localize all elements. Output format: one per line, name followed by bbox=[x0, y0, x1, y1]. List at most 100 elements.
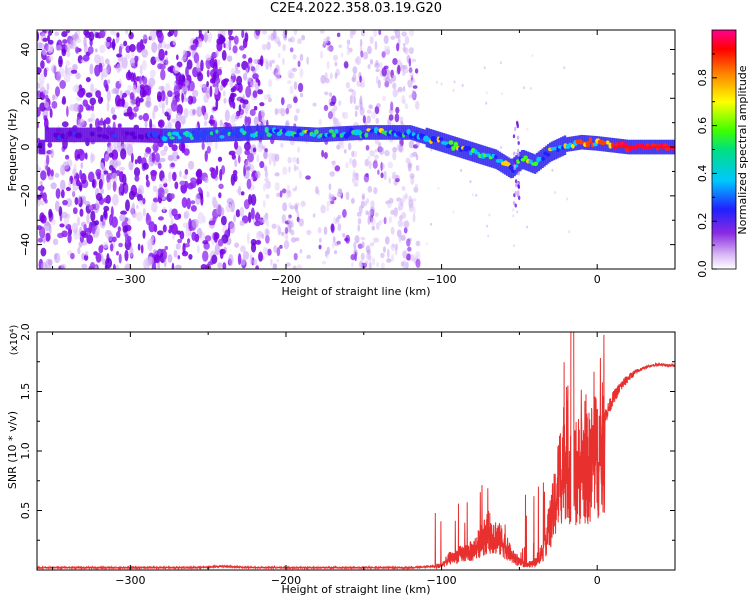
noise-blob bbox=[112, 193, 119, 206]
noise-blob bbox=[369, 150, 375, 157]
noise-blob bbox=[239, 45, 245, 51]
noise-blob bbox=[255, 239, 262, 245]
noise-blob bbox=[172, 38, 176, 46]
noise-blob bbox=[268, 158, 272, 165]
noise-blob bbox=[259, 102, 265, 107]
noise-blob bbox=[59, 164, 66, 176]
noise-blob bbox=[296, 157, 300, 165]
noise-blob bbox=[45, 30, 49, 34]
noise-blob bbox=[130, 205, 135, 216]
noise-blob bbox=[119, 183, 123, 193]
noise-blob bbox=[129, 57, 136, 67]
noise-blob bbox=[270, 258, 273, 266]
ridge-core bbox=[438, 137, 444, 141]
noise-blob bbox=[329, 171, 336, 177]
noise-blob bbox=[374, 148, 378, 153]
noise-blob bbox=[152, 249, 157, 255]
noise-blob bbox=[221, 50, 227, 61]
noise-blob bbox=[382, 163, 385, 170]
noise-blob bbox=[146, 94, 151, 106]
noise-blob bbox=[142, 197, 146, 205]
noise-blob bbox=[276, 192, 281, 198]
noise-blob bbox=[65, 30, 71, 34]
noise-blob bbox=[90, 83, 95, 94]
noise-blob bbox=[290, 237, 297, 243]
noise-blob bbox=[329, 194, 335, 201]
noise-blob bbox=[374, 154, 380, 159]
ridge-halo bbox=[317, 127, 320, 143]
noise-blob bbox=[291, 67, 298, 72]
ridge-halo bbox=[207, 127, 210, 143]
snr-panel: −300 −200 −100 0 0.5 1.0 1.5 2.0 Height of str… bbox=[6, 323, 676, 596]
spectrogram-noise bbox=[37, 30, 571, 269]
noise-blob bbox=[181, 92, 184, 103]
noise-blob bbox=[192, 89, 199, 98]
noise-blob bbox=[486, 224, 489, 228]
noise-blob bbox=[202, 215, 206, 224]
noise-blob bbox=[287, 80, 292, 85]
noise-blob bbox=[327, 111, 333, 120]
noise-blob bbox=[175, 96, 180, 103]
noise-blob bbox=[229, 114, 236, 124]
ridge-halo bbox=[571, 136, 574, 151]
noise-blob bbox=[325, 78, 330, 84]
noise-blob bbox=[385, 76, 391, 84]
ridge-halo bbox=[63, 127, 66, 143]
colorbar-ticks: 0.0 0.2 0.4 0.6 0.8 bbox=[696, 53, 717, 278]
noise-blob bbox=[485, 91, 488, 95]
noise-blob bbox=[175, 243, 181, 250]
ridge-halo bbox=[362, 125, 365, 140]
noise-blob bbox=[109, 243, 114, 252]
noise-blob bbox=[152, 185, 158, 193]
noise-blob bbox=[146, 239, 154, 248]
spectrogram-x-axis-label: Height of straight line (km) bbox=[281, 285, 430, 298]
noise-blob bbox=[265, 61, 269, 70]
noise-blob bbox=[214, 139, 218, 150]
noise-blob bbox=[413, 205, 416, 216]
noise-blob bbox=[205, 53, 212, 61]
noise-blob bbox=[411, 89, 416, 99]
noise-blob bbox=[181, 141, 186, 154]
noise-blob bbox=[280, 97, 285, 106]
noise-blob bbox=[239, 206, 245, 217]
noise-blob bbox=[48, 55, 54, 61]
noise-blob bbox=[203, 111, 209, 121]
noise-blob bbox=[401, 186, 406, 191]
ridge-halo bbox=[550, 141, 554, 162]
ridge-halo bbox=[543, 147, 546, 167]
noise-blob bbox=[142, 76, 148, 85]
x-tick-label: −100 bbox=[426, 273, 456, 286]
noise-blob bbox=[40, 247, 47, 257]
noise-blob bbox=[269, 59, 273, 68]
noise-blob bbox=[64, 154, 70, 160]
noise-blob bbox=[288, 72, 295, 79]
noise-blob bbox=[293, 30, 298, 36]
noise-blob bbox=[142, 229, 146, 239]
noise-blob bbox=[115, 36, 119, 44]
noise-blob bbox=[80, 173, 87, 185]
ridge-halo bbox=[414, 126, 417, 142]
noise-blob bbox=[299, 53, 304, 62]
noise-blob bbox=[345, 191, 350, 201]
noise-blob bbox=[378, 141, 382, 152]
colorbar-tick-label: 0.6 bbox=[696, 117, 709, 135]
noise-blob bbox=[369, 36, 374, 45]
noise-blob bbox=[59, 223, 65, 228]
noise-blob bbox=[88, 221, 93, 234]
ridge-dispersion bbox=[516, 135, 520, 140]
noise-blob bbox=[282, 166, 288, 176]
noise-blob bbox=[152, 109, 156, 120]
ridge-core bbox=[494, 155, 498, 159]
noise-blob bbox=[215, 98, 219, 110]
noise-blob bbox=[37, 164, 40, 173]
noise-blob bbox=[70, 252, 75, 260]
noise-blob bbox=[172, 65, 180, 74]
noise-blob bbox=[37, 31, 40, 42]
noise-blob bbox=[283, 240, 290, 250]
ridge-core bbox=[334, 128, 339, 134]
y-tick-label: 1.5 bbox=[19, 383, 32, 401]
noise-blob bbox=[47, 259, 53, 266]
noise-blob bbox=[97, 96, 103, 105]
ridge-halo bbox=[337, 126, 341, 142]
